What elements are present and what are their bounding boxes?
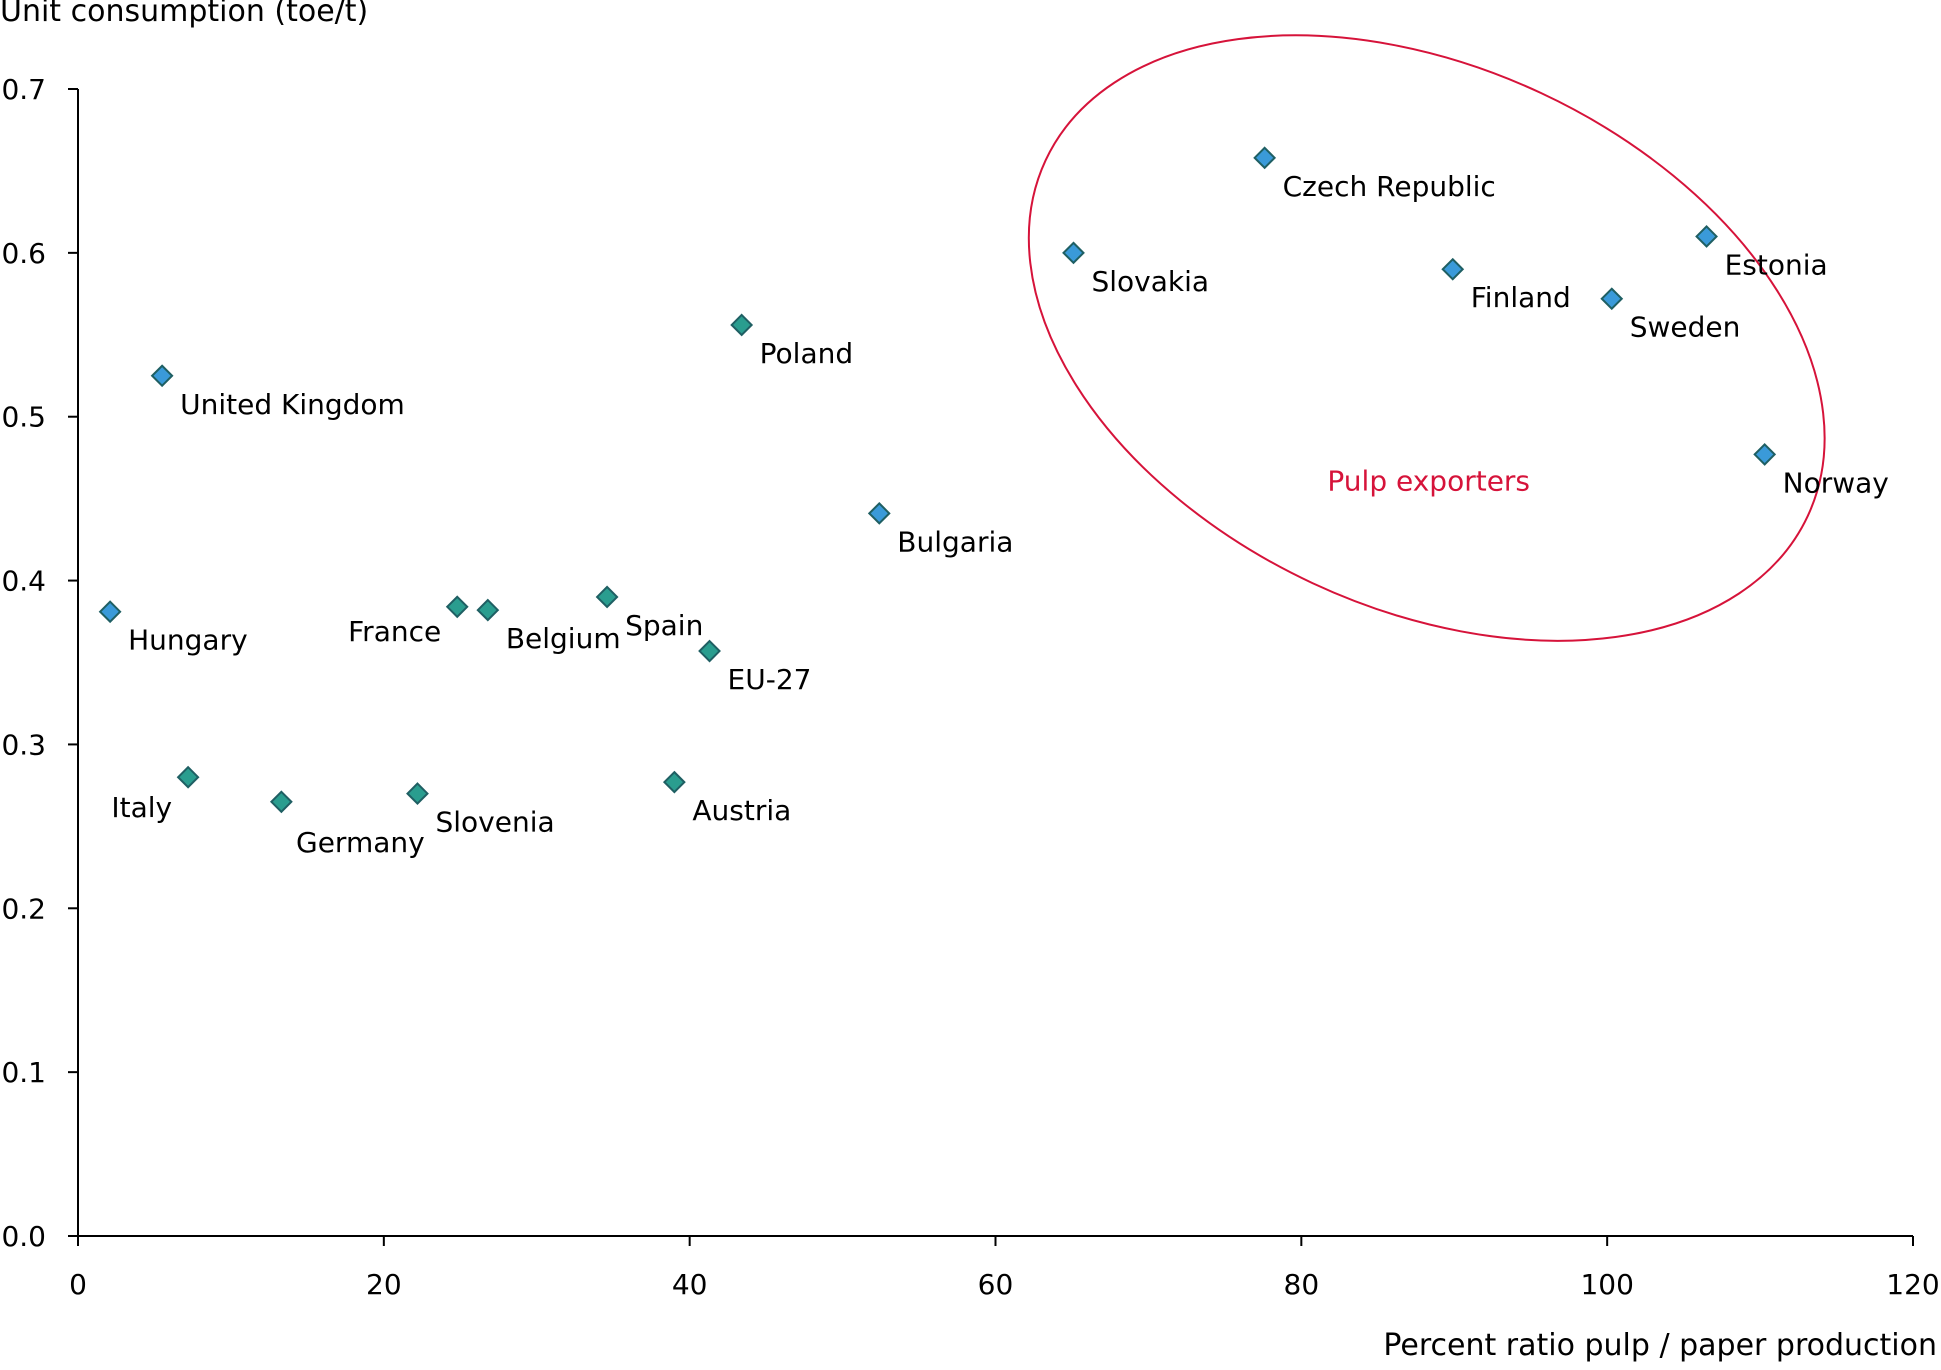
- point-label: EU-27: [728, 663, 812, 696]
- x-tick-label: 0: [69, 1268, 87, 1301]
- data-point: [98, 600, 122, 624]
- y-tick-label: 0.2: [1, 892, 46, 925]
- x-tick-label: 80: [1284, 1268, 1320, 1301]
- point-label: Sweden: [1630, 311, 1741, 344]
- data-point: [269, 790, 293, 814]
- data-point: [1253, 146, 1277, 170]
- point-label: Estonia: [1725, 248, 1828, 281]
- point-label: Spain: [625, 609, 703, 642]
- pulp-exporters-ellipse: [1027, 34, 1826, 642]
- data-point: [698, 639, 721, 663]
- x-tick-label: 100: [1580, 1268, 1633, 1301]
- data-point: [1695, 225, 1718, 248]
- y-tick-label: 0.7: [1, 73, 46, 106]
- x-tick-label: 20: [366, 1268, 402, 1301]
- point-label: United Kingdom: [180, 388, 405, 421]
- point-label: Italy: [111, 791, 172, 824]
- data-point: [406, 782, 429, 805]
- point-label: Hungary: [128, 624, 248, 657]
- data-point: [595, 585, 619, 609]
- point-label: Slovenia: [435, 806, 554, 839]
- data-point: [1062, 241, 1085, 265]
- y-tick-label: 0.3: [1, 728, 46, 761]
- data-point: [445, 595, 469, 619]
- data-point: [150, 364, 174, 388]
- x-tick-label: 120: [1886, 1268, 1939, 1301]
- data-point: [730, 313, 754, 337]
- point-label: Austria: [692, 794, 791, 827]
- y-tick-label: 0.6: [1, 237, 46, 270]
- point-label: France: [348, 615, 441, 648]
- data-point: [176, 765, 200, 789]
- y-tick-label: 0.5: [1, 401, 46, 434]
- data-point: [1753, 442, 1777, 466]
- x-tick-label: 60: [978, 1268, 1014, 1301]
- pulp-exporters-label: Pulp exporters: [1327, 464, 1530, 497]
- point-label: Norway: [1783, 466, 1889, 499]
- y-tick-label: 0.1: [1, 1056, 46, 1089]
- point-label: Poland: [760, 337, 853, 370]
- point-label: Slovakia: [1091, 265, 1209, 298]
- y-tick-label: 0.4: [1, 565, 46, 598]
- point-label: Belgium: [506, 622, 621, 655]
- data-point: [1441, 257, 1465, 281]
- point-label: Bulgaria: [897, 525, 1013, 558]
- point-label: Germany: [296, 826, 425, 859]
- point-label: Czech Republic: [1283, 170, 1496, 203]
- x-tick-label: 40: [672, 1268, 708, 1301]
- x-axis-title: Percent ratio pulp / paper production: [1383, 1328, 1937, 1363]
- point-label: Finland: [1471, 281, 1571, 314]
- data-point: [1600, 287, 1624, 311]
- y-tick-label: 0.0: [1, 1220, 46, 1253]
- data-point: [662, 770, 686, 794]
- data-point: [476, 598, 500, 622]
- y-axis-title: Unit consumption (toe/t): [0, 0, 369, 29]
- data-point: [867, 501, 891, 525]
